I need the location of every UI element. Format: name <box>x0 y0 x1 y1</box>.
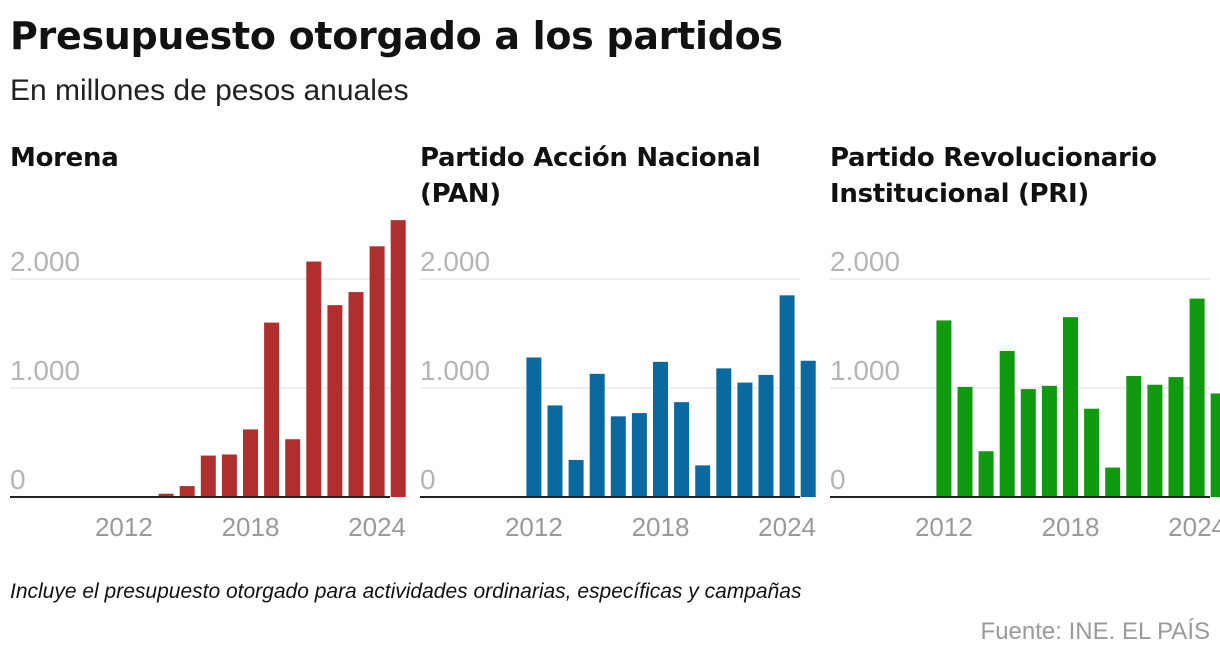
bar-pan-2022 <box>737 382 753 497</box>
panel-title-morena: Morena <box>10 140 119 176</box>
bar-pri-2014 <box>978 451 994 497</box>
x-tick-label-morena: 2018 <box>222 512 280 542</box>
bar-pan-2023 <box>758 374 774 497</box>
y-tick-label-morena: 1.000 <box>10 355 80 386</box>
bar-pri-2019 <box>1084 408 1100 497</box>
bar-morena-2022 <box>327 305 343 497</box>
bar-pan-2019 <box>674 402 690 497</box>
y-tick-label-pri: 0 <box>830 464 846 495</box>
bar-pri-2022 <box>1147 384 1163 497</box>
bar-morena-2019 <box>264 322 280 497</box>
bar-pan-2021 <box>716 368 732 497</box>
panel-title-line: Morena <box>10 143 119 173</box>
x-tick-label-pri: 2018 <box>1042 512 1100 542</box>
bar-pan-2015 <box>589 373 605 497</box>
bar-morena-2016 <box>200 455 216 497</box>
bar-pri-2013 <box>957 386 973 497</box>
y-tick-label-pan: 1.000 <box>420 355 490 386</box>
bar-pan-2024 <box>779 295 795 497</box>
panel-title-line: Partido Acción Nacional <box>420 143 761 173</box>
bar-pri-2016 <box>1020 389 1036 497</box>
x-tick-label-pri: 2012 <box>915 512 973 542</box>
bar-pan-2020 <box>695 465 711 497</box>
panel-title-pan: Partido Acción Nacional (PAN) <box>420 140 761 212</box>
x-tick-label-morena: 2012 <box>95 512 153 542</box>
bar-morena-2025 <box>390 220 406 497</box>
bar-morena-2020 <box>285 439 301 497</box>
bar-pan-2013 <box>547 405 563 497</box>
bar-pan-2012 <box>526 357 542 497</box>
y-tick-label-pan: 2.000 <box>420 246 490 277</box>
x-tick-label-pan: 2018 <box>632 512 690 542</box>
panel-title-pri: Partido Revolucionario Institucional (PR… <box>830 140 1157 212</box>
x-tick-label-pan: 2012 <box>505 512 563 542</box>
y-tick-label-morena: 2.000 <box>10 246 80 277</box>
bar-morena-2023 <box>348 292 364 497</box>
bar-pri-2017 <box>1041 385 1057 497</box>
bar-pan-2025 <box>800 360 816 497</box>
bar-pan-2017 <box>631 413 647 497</box>
chart-title: Presupuesto otorgado a los partidos <box>10 14 783 58</box>
bar-pan-2014 <box>568 459 584 497</box>
bar-pri-2021 <box>1126 376 1142 497</box>
bar-morena-2015 <box>179 486 195 497</box>
chart-subtitle: En millones de pesos anuales <box>10 74 409 107</box>
bar-pri-2023 <box>1168 377 1184 497</box>
bar-pri-2012 <box>936 320 952 497</box>
bar-morena-2021 <box>306 261 322 497</box>
source-credit: Fuente: INE. EL PAÍS <box>980 618 1210 645</box>
y-tick-label-morena: 0 <box>10 464 26 495</box>
y-tick-label-pri: 2.000 <box>830 246 900 277</box>
panel-title-line: (PAN) <box>420 179 501 209</box>
bar-pan-2016 <box>610 416 626 497</box>
bar-pan-2018 <box>653 361 668 497</box>
bar-morena-2014 <box>158 493 174 497</box>
bar-pri-2020 <box>1105 467 1121 497</box>
bar-pri-2025 <box>1210 393 1220 497</box>
bar-morena-2018 <box>243 429 258 497</box>
y-tick-label-pan: 0 <box>420 464 436 495</box>
x-tick-label-morena: 2024 <box>348 512 406 542</box>
y-tick-label-pri: 1.000 <box>830 355 900 386</box>
bar-pri-2018 <box>1063 317 1078 497</box>
footnote: Incluye el presupuesto otorgado para act… <box>10 580 802 603</box>
x-tick-label-pri: 2024 <box>1168 512 1220 542</box>
bar-morena-2017 <box>221 454 237 497</box>
panel-title-line: Partido Revolucionario <box>830 143 1157 173</box>
bar-pri-2015 <box>999 350 1015 497</box>
x-tick-label-pan: 2024 <box>758 512 816 542</box>
bar-morena-2024 <box>369 246 385 497</box>
panel-title-line: Institucional (PRI) <box>830 179 1089 209</box>
bar-pri-2024 <box>1189 298 1205 497</box>
